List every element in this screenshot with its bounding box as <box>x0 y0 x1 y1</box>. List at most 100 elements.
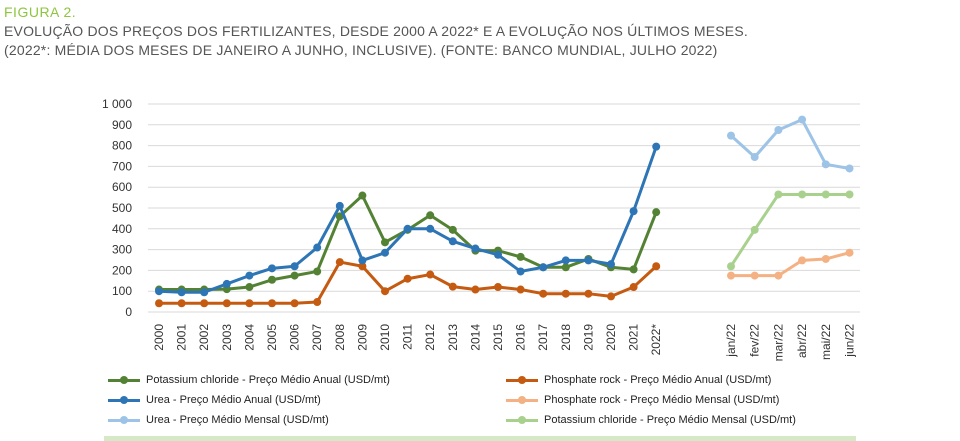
data-point <box>845 164 854 173</box>
data-point <box>335 258 344 267</box>
data-point <box>727 271 735 280</box>
data-point <box>313 298 322 307</box>
data-point <box>222 279 231 288</box>
x-tick-label: 2018 <box>559 324 573 351</box>
data-point <box>358 262 367 271</box>
x-tick-label: 2005 <box>265 324 279 351</box>
series-line <box>729 192 850 268</box>
legend-swatch <box>108 375 140 384</box>
legend-label: Phosphate rock - Preço Médio Anual (USD/… <box>544 374 772 386</box>
data-point <box>561 256 570 265</box>
legend-swatch <box>506 375 538 384</box>
data-point <box>798 256 807 265</box>
x-tick-label: fev/22 <box>748 324 762 357</box>
x-tick-label: 2014 <box>468 324 482 351</box>
data-point <box>381 287 389 296</box>
x-tick-label: 2010 <box>378 324 392 351</box>
data-point <box>607 292 615 301</box>
x-tick-label: 2004 <box>242 324 256 351</box>
data-point <box>448 225 457 234</box>
data-point <box>381 238 389 247</box>
data-point <box>358 256 367 265</box>
x-tick-label: 2007 <box>310 324 324 351</box>
data-point <box>200 299 209 308</box>
series-line <box>731 251 850 278</box>
data-point <box>750 153 759 162</box>
data-point <box>774 271 783 280</box>
data-point <box>750 225 759 234</box>
x-tick-label: 2021 <box>627 324 641 351</box>
data-point <box>245 299 254 308</box>
legend-swatch <box>108 415 140 424</box>
x-tick-label: 2019 <box>581 324 595 351</box>
data-point <box>335 201 344 210</box>
legend-swatch <box>108 395 140 404</box>
y-tick-label: 0 <box>125 305 132 319</box>
data-point <box>652 208 661 217</box>
data-point <box>290 271 299 280</box>
caption-line-2: (2022*: MÉDIA DOS MESES DE JANEIRO A JUN… <box>4 42 718 58</box>
y-tick-label: 900 <box>112 118 132 132</box>
y-tick-label: 700 <box>112 159 132 173</box>
y-tick-label: 400 <box>112 222 132 236</box>
data-point <box>471 244 480 253</box>
x-tick-label: 2011 <box>401 324 415 350</box>
legend-item: Potassium chloride - Preço Médio Anual (… <box>108 374 390 386</box>
x-tick-label: 2003 <box>220 324 234 351</box>
data-point <box>750 271 759 280</box>
data-point <box>821 254 830 263</box>
data-point <box>607 260 615 269</box>
data-point <box>494 283 502 292</box>
data-point <box>516 267 525 276</box>
data-point <box>290 299 299 308</box>
x-tick-label: 2016 <box>514 324 528 351</box>
data-point <box>539 263 548 272</box>
data-point <box>652 142 661 151</box>
x-tick-label: abr/22 <box>795 324 809 358</box>
y-tick-label: 1 000 <box>102 97 132 111</box>
data-point <box>177 288 186 297</box>
data-point <box>516 285 525 294</box>
caption-line-1: EVOLUÇÃO DOS PREÇOS DOS FERTILIZANTES, D… <box>4 23 748 39</box>
data-point <box>245 271 254 280</box>
data-point <box>448 282 457 291</box>
data-point <box>155 287 163 296</box>
x-tick-label: 2009 <box>355 324 369 351</box>
x-tick-label: 2000 <box>152 324 166 351</box>
x-tick-label: 2006 <box>288 324 302 351</box>
data-point <box>629 207 638 216</box>
data-point <box>584 256 593 265</box>
data-point <box>629 283 638 292</box>
data-point <box>494 250 502 259</box>
y-tick-label: 500 <box>112 201 132 215</box>
x-tick-label: 2017 <box>536 324 550 351</box>
legend-swatch <box>506 415 538 424</box>
series-line <box>729 118 850 170</box>
data-point <box>313 243 322 252</box>
legend-label: Urea - Preço Médio Mensal (USD/mt) <box>146 414 329 426</box>
data-point <box>222 299 231 308</box>
data-point <box>798 115 807 124</box>
x-tick-label: mai/22 <box>819 324 833 360</box>
data-point <box>268 264 276 273</box>
figure-caption: EVOLUÇÃO DOS PREÇOS DOS FERTILIZANTES, D… <box>4 22 954 60</box>
data-point <box>727 262 735 271</box>
data-point <box>268 275 276 284</box>
data-point <box>845 190 854 199</box>
legend-item: Phosphate rock - Preço Médio Anual (USD/… <box>506 374 771 386</box>
data-point <box>774 190 783 199</box>
data-point <box>403 274 412 283</box>
data-point <box>516 252 525 261</box>
legend-label: Potassium chloride - Preço Médio Mensal … <box>544 414 796 426</box>
x-tick-label: 2022* <box>649 324 663 356</box>
data-point <box>561 263 570 272</box>
data-point <box>561 289 570 298</box>
y-tick-label: 300 <box>112 243 132 257</box>
y-tick-label: 600 <box>112 180 132 194</box>
data-point <box>177 299 186 308</box>
x-tick-label: 2020 <box>604 324 618 351</box>
data-point <box>821 160 830 169</box>
data-point <box>727 131 735 140</box>
data-point <box>245 283 254 292</box>
data-point <box>652 262 661 271</box>
